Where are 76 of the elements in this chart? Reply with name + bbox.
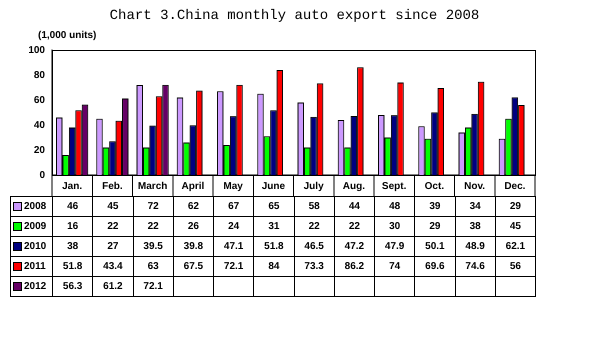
x-tick-label: Aug. xyxy=(342,180,366,192)
data-label: 62 xyxy=(173,196,214,216)
data-label: 65 xyxy=(254,196,294,216)
data-label: 34 xyxy=(455,196,496,216)
data-label: 39.5 xyxy=(133,236,174,256)
data-label: 47.2 xyxy=(334,236,374,256)
data-label: 56 xyxy=(495,256,536,276)
y-tick-label: 0 xyxy=(39,170,46,181)
x-tick-label: May xyxy=(223,180,244,192)
data-label: 72.1 xyxy=(214,256,254,276)
y-tick-label: 100 xyxy=(28,44,46,56)
data-label: 39.8 xyxy=(173,236,214,256)
y-tick-label: 40 xyxy=(34,120,46,131)
data-label: 29 xyxy=(495,196,536,216)
data-label: 22 xyxy=(133,216,174,236)
data-label: 43.4 xyxy=(92,256,133,276)
y-axis-title: (1,000 units) xyxy=(38,30,96,41)
data-label: 84 xyxy=(254,256,294,276)
y-tick-label: 20 xyxy=(34,144,46,156)
data-label: 47.1 xyxy=(214,236,254,256)
data-label: 67 xyxy=(214,196,254,216)
data-label: 45 xyxy=(495,216,536,236)
x-tick-label: Jan. xyxy=(62,180,82,192)
x-tick-label: Oct. xyxy=(424,180,444,192)
legend-label: 2011 xyxy=(10,256,52,276)
data-label: 46 xyxy=(52,196,93,216)
data-label: 31 xyxy=(254,216,294,236)
data-label: 86.2 xyxy=(334,256,374,276)
data-label: 22 xyxy=(294,216,334,236)
x-tick-label: April xyxy=(181,180,204,192)
data-label: 22 xyxy=(92,216,133,236)
data-label: 24 xyxy=(214,216,254,236)
data-label: 62.1 xyxy=(495,236,536,256)
y-tick-label: 60 xyxy=(34,94,46,106)
data-label: 39 xyxy=(414,196,455,216)
data-label: 58 xyxy=(294,196,334,216)
data-label: 72 xyxy=(133,196,174,216)
x-tick-label: March xyxy=(138,180,168,192)
y-tick-label: 80 xyxy=(34,70,46,81)
data-label: 51.8 xyxy=(52,256,93,276)
data-label: 45 xyxy=(92,196,133,216)
data-label: 26 xyxy=(173,216,214,236)
data-label: 72.1 xyxy=(133,276,174,296)
data-label: 69.6 xyxy=(414,256,455,276)
data-label: 67.5 xyxy=(173,256,214,276)
data-label: 46.5 xyxy=(294,236,334,256)
data-label: 27 xyxy=(92,236,133,256)
data-label: 29 xyxy=(414,216,455,236)
data-label: 56.3 xyxy=(52,276,93,296)
legend-label: 2009 xyxy=(10,216,52,236)
data-label: 38 xyxy=(52,236,93,256)
data-label: 74.6 xyxy=(455,256,496,276)
x-tick-label: Sept. xyxy=(382,180,407,192)
data-label: 47.9 xyxy=(374,236,415,256)
chart-title: Chart 3.China monthly auto export since 2008 xyxy=(108,8,480,24)
data-label: 73.3 xyxy=(294,256,334,276)
data-label: 38 xyxy=(455,216,496,236)
data-label: 22 xyxy=(334,216,374,236)
data-label: 51.8 xyxy=(254,236,294,256)
data-label: 61.2 xyxy=(92,276,133,296)
data-label: 30 xyxy=(374,216,415,236)
data-label: 48.9 xyxy=(455,236,496,256)
legend-label: 2010 xyxy=(10,236,52,256)
x-tick-label: July xyxy=(304,180,324,192)
data-label: 74 xyxy=(374,256,415,276)
x-tick-label: Nov. xyxy=(464,180,486,192)
x-tick-label: Feb. xyxy=(102,180,123,192)
data-label: 44 xyxy=(334,196,374,216)
data-label: 48 xyxy=(374,196,415,216)
data-label: 16 xyxy=(52,216,93,236)
data-label: 63 xyxy=(133,256,174,276)
x-tick-label: Dec. xyxy=(504,180,526,192)
legend-label: 2008 xyxy=(10,196,52,216)
x-tick-label: June xyxy=(262,180,286,192)
legend-label: 2012 xyxy=(10,276,52,296)
data-label: 50.1 xyxy=(414,236,455,256)
